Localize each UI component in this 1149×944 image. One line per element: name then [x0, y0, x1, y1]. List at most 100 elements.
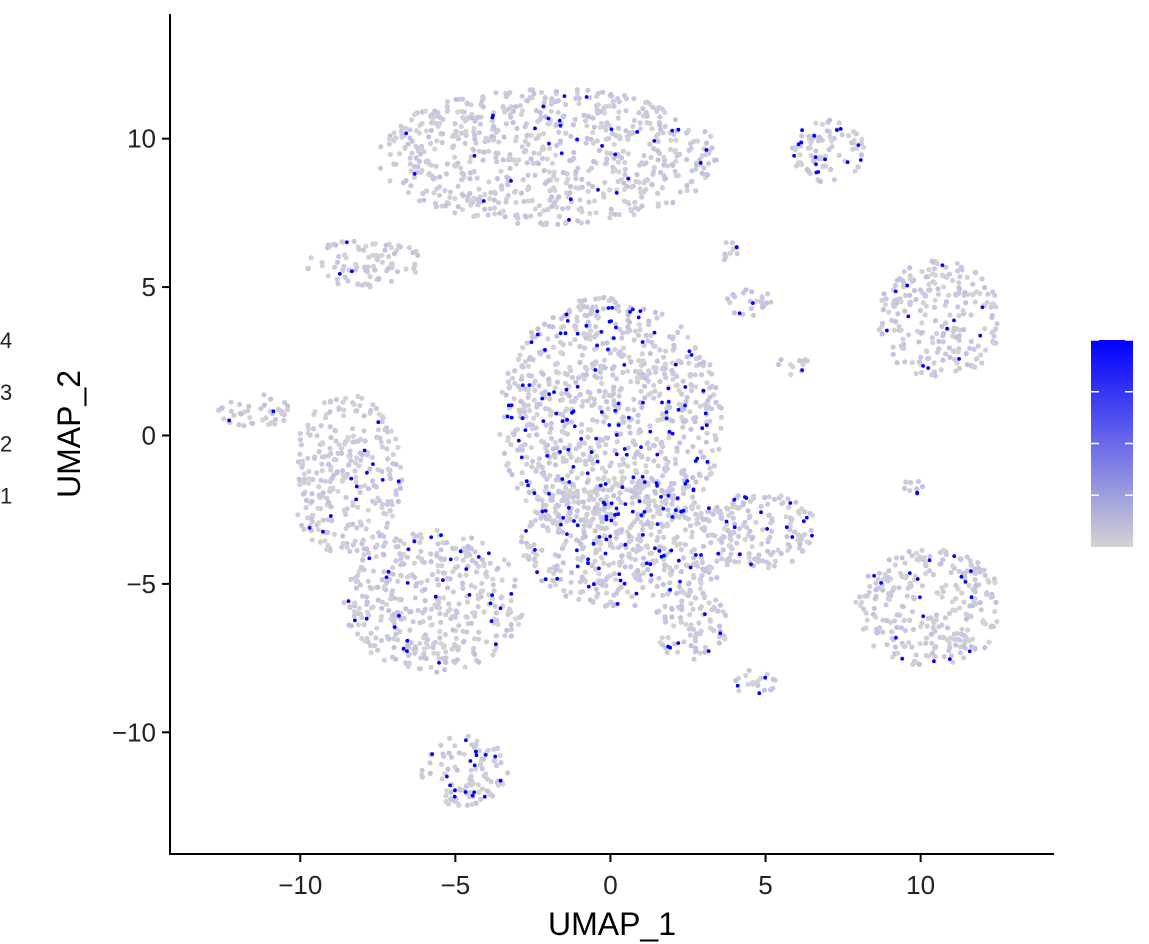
cell-point-high — [872, 573, 876, 578]
cell-point-low — [784, 533, 790, 540]
cell-point-high — [894, 635, 898, 640]
cell-point-high — [699, 553, 703, 557]
cell-point-low — [493, 610, 499, 616]
cell-point-high — [509, 403, 514, 408]
cell-point-low — [640, 527, 646, 533]
cell-point-high — [630, 307, 635, 312]
cell-point-low — [895, 311, 901, 317]
cell-point-low — [931, 360, 937, 366]
cell-point-low — [937, 549, 943, 556]
cell-point-low — [678, 324, 684, 330]
cell-point-low — [466, 782, 472, 788]
cell-point-low — [627, 130, 633, 136]
cell-point-low — [666, 489, 672, 495]
cell-point-low — [382, 247, 388, 253]
cell-point-low — [300, 491, 307, 497]
cell-point-low — [645, 566, 651, 573]
cell-point-low — [519, 534, 525, 540]
cell-point-low — [736, 688, 742, 694]
cell-point-low — [579, 470, 585, 477]
cell-point-low — [917, 554, 923, 560]
cell-point-low — [476, 148, 483, 154]
cell-point-low — [396, 596, 402, 603]
cell-point-low — [708, 133, 714, 139]
cell-point-low — [603, 577, 609, 583]
cell-point-low — [372, 500, 378, 506]
cell-point-low — [532, 387, 538, 393]
cell-point-low — [558, 576, 564, 583]
cell-point-high — [639, 513, 644, 518]
cell-point-low — [975, 560, 981, 566]
cell-point-low — [418, 146, 424, 152]
cell-point-low — [674, 649, 681, 655]
cell-point-low — [370, 568, 376, 574]
cell-point-high — [567, 480, 572, 484]
cell-point-low — [487, 206, 493, 212]
cell-point-low — [356, 611, 362, 617]
cell-point-low — [393, 488, 399, 494]
cell-point-low — [578, 220, 585, 226]
cell-point-high — [749, 562, 753, 567]
cell-point-low — [525, 402, 531, 408]
cell-point-high — [978, 333, 983, 338]
cell-point-low — [537, 109, 543, 115]
cell-point-low — [924, 623, 930, 629]
cell-point-low — [509, 472, 515, 478]
cell-point-low — [891, 585, 897, 591]
cell-point-low — [260, 417, 266, 423]
cell-point-low — [527, 94, 533, 101]
cell-point-low — [935, 291, 942, 297]
cell-point-low — [941, 654, 947, 660]
cell-point-low — [525, 544, 531, 550]
cell-point-low — [664, 649, 670, 656]
cell-point-low — [538, 89, 545, 95]
cell-point-low — [463, 572, 469, 578]
cell-point-low — [500, 157, 506, 163]
cell-point-low — [732, 294, 738, 300]
cell-point-low — [464, 802, 470, 808]
cell-point-low — [437, 192, 443, 198]
cell-point-low — [539, 497, 545, 503]
cell-point-low — [388, 428, 394, 434]
cell-point-low — [874, 630, 880, 636]
cell-point-low — [464, 599, 471, 605]
cell-point-low — [588, 334, 595, 340]
cell-point-high — [565, 532, 569, 536]
cell-point-low — [631, 337, 637, 343]
cell-point-low — [422, 606, 428, 613]
cell-point-low — [316, 484, 322, 490]
cell-point-low — [595, 476, 601, 482]
cell-point-high — [705, 460, 710, 464]
cell-point-low — [483, 771, 489, 777]
cell-point-low — [571, 499, 577, 505]
cell-point-high — [472, 763, 477, 768]
cell-point-low — [364, 546, 370, 552]
cell-point-low — [956, 313, 962, 319]
cell-point-low — [927, 553, 933, 560]
cell-point-high — [640, 340, 645, 344]
cell-point-low — [407, 627, 413, 633]
cell-point-low — [957, 650, 963, 656]
cell-point-low — [697, 631, 703, 637]
cell-point-high — [700, 426, 705, 431]
cell-point-low — [449, 614, 455, 620]
cell-point-low — [297, 451, 303, 457]
cell-point-low — [568, 579, 574, 586]
cell-point-low — [582, 312, 588, 318]
cell-point-high — [676, 558, 681, 563]
cell-point-low — [324, 495, 330, 501]
cell-point-low — [511, 432, 517, 438]
cell-point-high — [666, 399, 671, 404]
cell-point-low — [355, 393, 361, 399]
cell-point-high — [670, 515, 675, 519]
cell-point-low — [548, 425, 554, 431]
cell-point-high — [595, 343, 599, 348]
cell-point-low — [530, 160, 536, 166]
cell-point-low — [918, 623, 924, 630]
cell-point-low — [502, 109, 508, 115]
cell-point-low — [379, 259, 385, 265]
cell-point-low — [464, 629, 470, 635]
cell-point-high — [738, 552, 742, 557]
cell-point-low — [704, 380, 710, 386]
cell-point-low — [318, 423, 324, 429]
